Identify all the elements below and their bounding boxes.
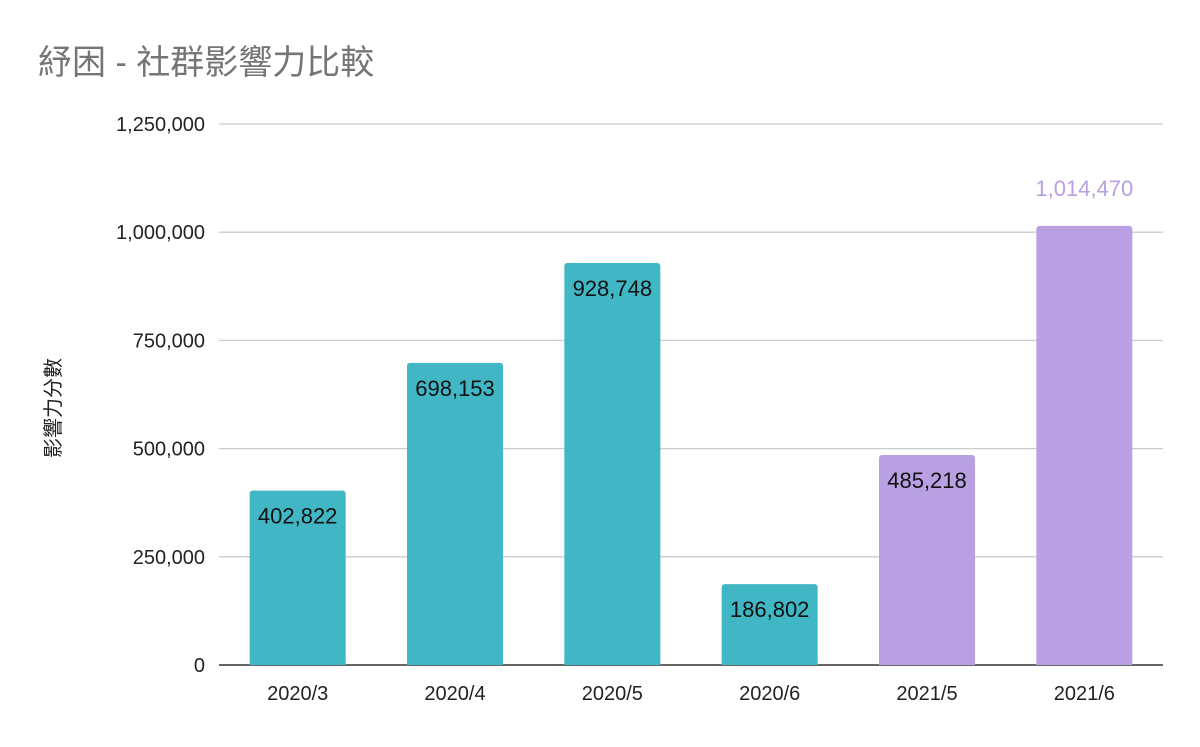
bar-2021-6	[1036, 225, 1133, 665]
y-axis-ticks: 0 250,000 500,000 750,000 1,000,000 1,250,000	[116, 114, 205, 677]
x-tick-label: 2020/4	[424, 683, 485, 705]
x-tick-label: 2021/5	[896, 683, 957, 705]
x-tick-label: 2020/6	[739, 683, 800, 705]
bar-base	[407, 661, 503, 665]
y-tick-label: 1,250,000	[116, 114, 205, 136]
bar-base	[249, 661, 346, 665]
data-labels: 402,822 698,153 928,748 186,802 485,218 1,014…	[258, 176, 1133, 622]
bar-2021-5	[879, 454, 975, 665]
y-axis-title: 影響力分數	[42, 358, 65, 458]
bar-base	[879, 661, 975, 665]
bar-2020-6	[721, 584, 818, 665]
data-label: 186,802	[730, 597, 810, 622]
x-tick-label: 2021/6	[1054, 683, 1115, 705]
bars	[249, 225, 1133, 665]
bar-base	[721, 661, 818, 665]
y-tick-label: 750,000	[133, 330, 205, 352]
bar-2020-5	[564, 263, 661, 665]
gridlines	[219, 123, 1163, 666]
bar-2020-3	[249, 490, 346, 665]
data-label: 402,822	[258, 504, 338, 529]
bar-2020-4	[407, 362, 503, 665]
x-axis-ticks: 2020/3 2020/4 2020/5 2020/6 2021/5 2021/6	[267, 683, 1115, 705]
bar-base	[1036, 661, 1133, 665]
y-tick-label: 1,000,000	[116, 222, 205, 244]
data-label: 1,014,470	[1035, 176, 1133, 201]
y-tick-label: 0	[194, 655, 205, 677]
x-tick-label: 2020/3	[267, 683, 328, 705]
chart-title: 紓困 - 社群影響力比較	[38, 44, 374, 82]
data-label: 485,218	[887, 468, 967, 493]
data-label: 928,748	[573, 276, 653, 301]
data-label: 698,153	[415, 376, 495, 401]
y-tick-label: 250,000	[133, 547, 205, 569]
bar-base	[564, 661, 661, 665]
y-tick-label: 500,000	[133, 439, 205, 461]
x-tick-label: 2020/5	[582, 683, 643, 705]
